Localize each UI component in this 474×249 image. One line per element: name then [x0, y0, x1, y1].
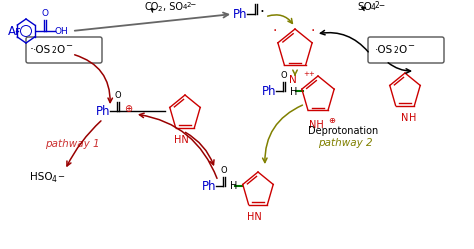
Text: HN: HN [246, 212, 261, 222]
Text: , SO: , SO [163, 2, 183, 12]
Text: SO: SO [357, 2, 372, 12]
Text: Ph: Ph [233, 7, 247, 20]
Text: Ph: Ph [262, 84, 276, 98]
Text: 4: 4 [371, 2, 376, 11]
Text: ·: · [273, 24, 277, 38]
Text: N: N [289, 75, 297, 85]
Text: ·: · [259, 4, 264, 19]
Text: pathway 2: pathway 2 [318, 138, 373, 148]
Text: 4: 4 [52, 175, 57, 184]
Text: OH: OH [55, 26, 69, 36]
Text: O: O [253, 0, 259, 2]
Text: 4: 4 [183, 4, 187, 10]
Text: O: O [398, 45, 406, 55]
Text: O: O [221, 166, 228, 175]
Text: O: O [281, 71, 287, 80]
Text: Deprotonation: Deprotonation [308, 126, 378, 136]
Text: N: N [401, 113, 409, 123]
Text: HN: HN [173, 135, 188, 145]
Text: 2: 2 [158, 6, 163, 12]
Text: H: H [409, 113, 416, 123]
Text: pathway 1: pathway 1 [45, 139, 100, 149]
Text: ·OS: ·OS [375, 45, 393, 55]
Text: ⊕: ⊕ [124, 104, 132, 114]
FancyBboxPatch shape [26, 37, 102, 63]
Text: ·: · [311, 24, 315, 38]
Text: 2−: 2− [375, 0, 386, 9]
Text: −: − [57, 173, 64, 182]
Text: O: O [42, 9, 48, 18]
Text: 2−: 2− [187, 2, 197, 8]
FancyBboxPatch shape [368, 37, 444, 63]
Text: Ph: Ph [202, 180, 217, 192]
Text: CO: CO [145, 2, 159, 12]
Text: Ar: Ar [8, 24, 21, 38]
Text: H: H [230, 181, 237, 191]
Text: ⊕: ⊕ [328, 116, 335, 125]
Text: O: O [56, 45, 64, 55]
Text: −: − [407, 42, 414, 51]
Text: −: − [65, 42, 72, 51]
Text: ·OS: ·OS [33, 45, 51, 55]
Text: 2: 2 [394, 46, 399, 55]
Text: HSO: HSO [30, 172, 53, 182]
Text: ·: · [30, 44, 34, 57]
Text: O: O [115, 91, 121, 100]
Text: H: H [290, 87, 297, 97]
Text: Ph: Ph [96, 105, 110, 118]
Text: ++: ++ [303, 71, 315, 77]
Text: 2: 2 [52, 46, 57, 55]
Text: NH: NH [309, 120, 323, 130]
